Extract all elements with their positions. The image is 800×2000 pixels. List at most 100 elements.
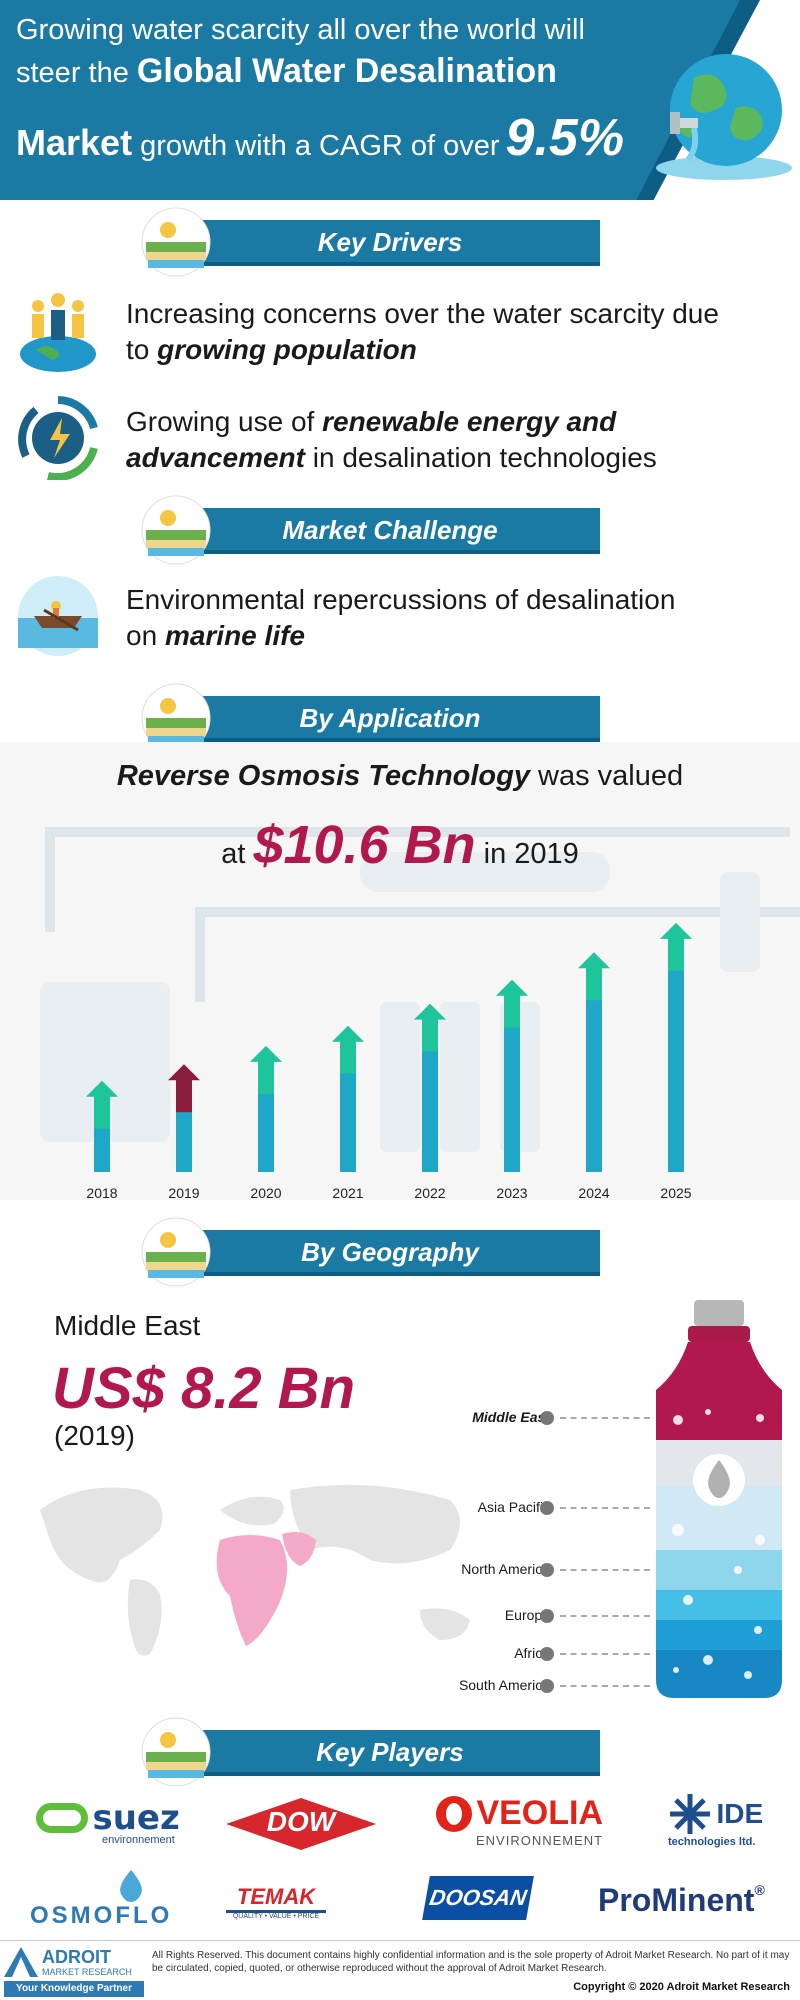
section-market-challenge: Market Challenge xyxy=(140,495,600,565)
world-map xyxy=(40,1484,470,1656)
legend-dot xyxy=(540,1679,554,1693)
chart-tick-label: 2021 xyxy=(332,1185,363,1201)
legend-dot xyxy=(540,1411,554,1425)
cagr-value: 9.5% xyxy=(505,109,625,167)
dow-diamond-icon xyxy=(226,1798,376,1850)
legend-label: North America xyxy=(461,1561,550,1577)
section-title: Key Players xyxy=(180,1730,600,1776)
geo-region: Middle East xyxy=(54,1310,201,1341)
geo-value: US$ 8.2 Bn xyxy=(52,1356,355,1421)
population-globe-icon xyxy=(20,293,96,372)
chart-tick-label: 2025 xyxy=(660,1185,691,1201)
boat-sea-icon xyxy=(18,576,98,656)
driver-population: Increasing concerns over the water scarc… xyxy=(0,288,800,378)
chart-arrow-2022 xyxy=(414,1003,446,1052)
market-growth-chart: 2018 2019 2020 2021 2022 2023 2024 2025 xyxy=(86,922,692,1201)
chart-arrow-2018 xyxy=(86,1080,118,1129)
veolia-mark-icon xyxy=(436,1795,472,1832)
challenge-text: Environmental repercussions of desalinat… xyxy=(126,584,676,651)
chart-tick-label: 2022 xyxy=(414,1185,445,1201)
header-banner: Growing water scarcity all over the worl… xyxy=(0,0,800,200)
chart-bar-2024 xyxy=(586,996,602,1172)
logo-ide: IDE technologies ltd. xyxy=(668,1792,763,1848)
section-by-application: By Application xyxy=(140,683,600,753)
rights-notice: All Rights Reserved. This document conta… xyxy=(152,1950,790,1974)
legend-leader-line xyxy=(560,1417,650,1419)
section-title: Key Drivers xyxy=(180,220,600,266)
chart-tick-label: 2023 xyxy=(496,1185,527,1201)
copyright: Copyright © 2020 Adroit Market Research xyxy=(573,1981,790,1993)
chart-arrow-2023 xyxy=(496,979,528,1028)
section-key-drivers: Key Drivers xyxy=(140,207,600,277)
water-bottle-chart xyxy=(656,1300,782,1698)
section-title: By Application xyxy=(180,696,600,742)
header-band xyxy=(0,0,740,200)
challenge-marine: Environmental repercussions of desalinat… xyxy=(0,574,800,664)
legend-leader-line xyxy=(560,1615,650,1617)
logo-suez: suez environnement xyxy=(36,1798,180,1846)
osmoflo-drop-icon xyxy=(120,1870,142,1902)
logo-temak: TEMAK QUALITY • VALUE • PRICE xyxy=(226,1884,326,1920)
landscape-icon xyxy=(141,495,211,565)
driver-text: Growing use of renewable energy and adva… xyxy=(126,406,657,473)
water-globe-icon xyxy=(656,54,792,180)
driver-renewable: Growing use of renewable energy and adva… xyxy=(0,396,800,486)
chart-bar-2023 xyxy=(504,1023,520,1172)
header-line-1: Growing water scarcity all over the worl… xyxy=(16,14,585,46)
legend-leader-line xyxy=(560,1569,650,1571)
header-line-3: Market growth with a CAGR of over 9.5% xyxy=(16,109,625,167)
legend-leader-line xyxy=(560,1507,650,1509)
suez-mark-icon xyxy=(36,1803,88,1833)
application-title: Reverse Osmosis Technology was valued xyxy=(116,760,684,792)
chart-arrow-2024 xyxy=(578,952,610,1001)
header-line-2: steer the Global Water Desalination xyxy=(16,52,557,90)
chart-tick-label: 2019 xyxy=(168,1185,199,1201)
section-by-geography: By Geography xyxy=(140,1217,600,1287)
renewable-energy-icon xyxy=(18,396,98,480)
chart-tick-label: 2018 xyxy=(86,1185,117,1201)
section-title: By Geography xyxy=(180,1230,600,1276)
logo-osmoflo: OSMOFLO xyxy=(30,1868,172,1930)
chart-bar-2018 xyxy=(94,1124,110,1172)
adroit-logo-icon xyxy=(4,1947,38,1977)
ide-star-icon xyxy=(670,1794,710,1834)
logo-doosan: DOOSAN xyxy=(422,1876,534,1920)
geo-year: (2019) xyxy=(54,1420,135,1451)
application-value-line: at $10.6 Bn in 2019 xyxy=(221,815,579,875)
chart-arrow-2025 xyxy=(660,922,692,971)
logo-dow: DOW xyxy=(226,1798,376,1850)
legend-label: Europe xyxy=(504,1607,550,1623)
chart-bar-2021 xyxy=(340,1069,356,1172)
section-key-players: Key Players xyxy=(140,1717,600,1787)
section-title: Market Challenge xyxy=(180,508,600,554)
legend-leader-line xyxy=(560,1685,650,1687)
landscape-icon xyxy=(141,207,211,277)
legend-label: Middle East xyxy=(472,1409,550,1425)
legend-dot xyxy=(540,1647,554,1661)
footer: ADROIT MARKET RESEARCH Your Knowledge Pa… xyxy=(0,1940,800,2000)
landscape-icon xyxy=(141,1217,211,1287)
chart-arrow-2019 xyxy=(168,1064,200,1113)
legend-dot xyxy=(540,1501,554,1515)
application-value: $10.6 Bn xyxy=(253,815,476,875)
players-row-2: OSMOFLO TEMAK QUALITY • VALUE • PRICE DO… xyxy=(0,1868,800,1938)
legend-label: Asia Pacific xyxy=(477,1499,550,1515)
logo-prominent: ProMinent® xyxy=(598,1882,765,1918)
chart-bar-2019 xyxy=(176,1108,192,1172)
chart-bar-2022 xyxy=(422,1047,438,1172)
driver-text: Increasing concerns over the water scarc… xyxy=(126,298,719,365)
ro-system-illustration xyxy=(40,827,800,1152)
legend-dot xyxy=(540,1609,554,1623)
application-background xyxy=(0,742,800,1200)
players-row-1: suez environnement DOW VEOLIA ENVIRONNEM… xyxy=(0,1790,800,1860)
chart-bar-2020 xyxy=(258,1089,274,1172)
chart-bar-2025 xyxy=(668,966,684,1172)
chart-tick-label: 2020 xyxy=(250,1185,281,1201)
chart-arrow-2020 xyxy=(250,1045,282,1094)
legend-dot xyxy=(540,1563,554,1577)
landscape-icon xyxy=(141,1717,211,1787)
adroit-brand: ADROIT MARKET RESEARCH Your Knowledge Pa… xyxy=(4,1947,146,1997)
header-highlight: Global Water Desalination xyxy=(136,52,557,90)
logo-veolia: VEOLIA ENVIRONNEMENT xyxy=(436,1794,603,1848)
landscape-icon xyxy=(141,683,211,753)
